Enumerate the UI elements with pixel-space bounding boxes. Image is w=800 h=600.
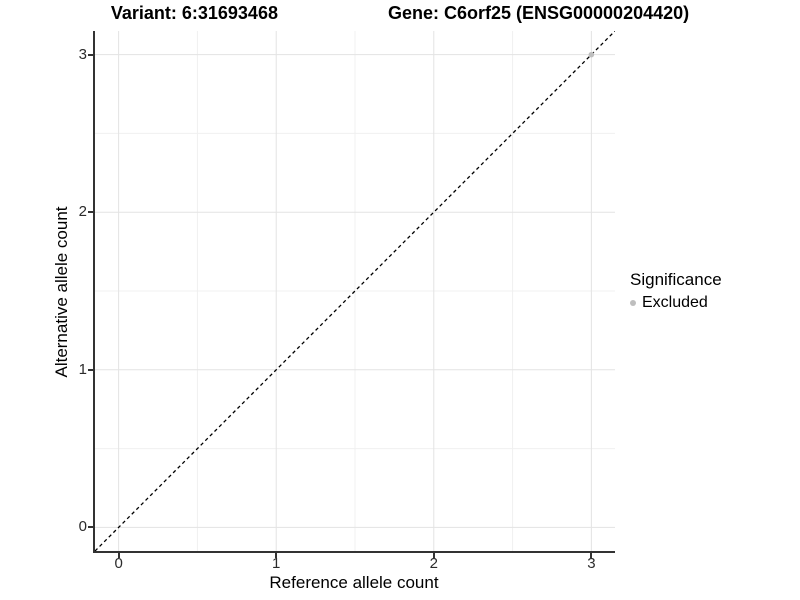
plot-area-svg [95, 31, 615, 551]
y-tick-mark [88, 211, 93, 214]
x-axis-title: Reference allele count [269, 573, 439, 592]
identity-line [95, 31, 615, 551]
y-tick-mark [88, 368, 93, 371]
plot-panel [93, 31, 615, 553]
y-tick-mark [88, 526, 93, 529]
x-tick-label: 2 [429, 555, 438, 572]
variant-title: Variant: 6:31693468 [110, 3, 278, 23]
y-tick-label: 1 [78, 360, 87, 378]
x-tick-mark [117, 553, 120, 558]
x-tick-label: 3 [587, 555, 596, 572]
y-tick-label: 3 [78, 45, 87, 63]
legend-item-label: Excluded [642, 294, 708, 311]
data-point [588, 51, 595, 58]
y-tick-mark [88, 53, 93, 56]
legend: Significance Excluded [630, 269, 722, 312]
y-tick-label: 2 [78, 203, 87, 221]
y-tick-label: 0 [78, 518, 87, 536]
excluded-point-icon [630, 299, 636, 306]
legend-title: Significance [630, 270, 722, 289]
x-tick-mark [432, 553, 435, 558]
x-tick-label: 1 [272, 555, 281, 572]
x-tick-label: 0 [114, 555, 123, 572]
gene-title: Gene: C6orf25 (ENSG00000204420) [387, 3, 690, 23]
plot-title: Variant: 6:31693468 Gene: C6orf25 (ENSG0… [0, 3, 800, 24]
x-tick-mark [275, 553, 278, 558]
y-axis-title: Alternative allele count [52, 206, 71, 378]
legend-item: Excluded [630, 293, 722, 312]
x-tick-mark [590, 553, 593, 558]
